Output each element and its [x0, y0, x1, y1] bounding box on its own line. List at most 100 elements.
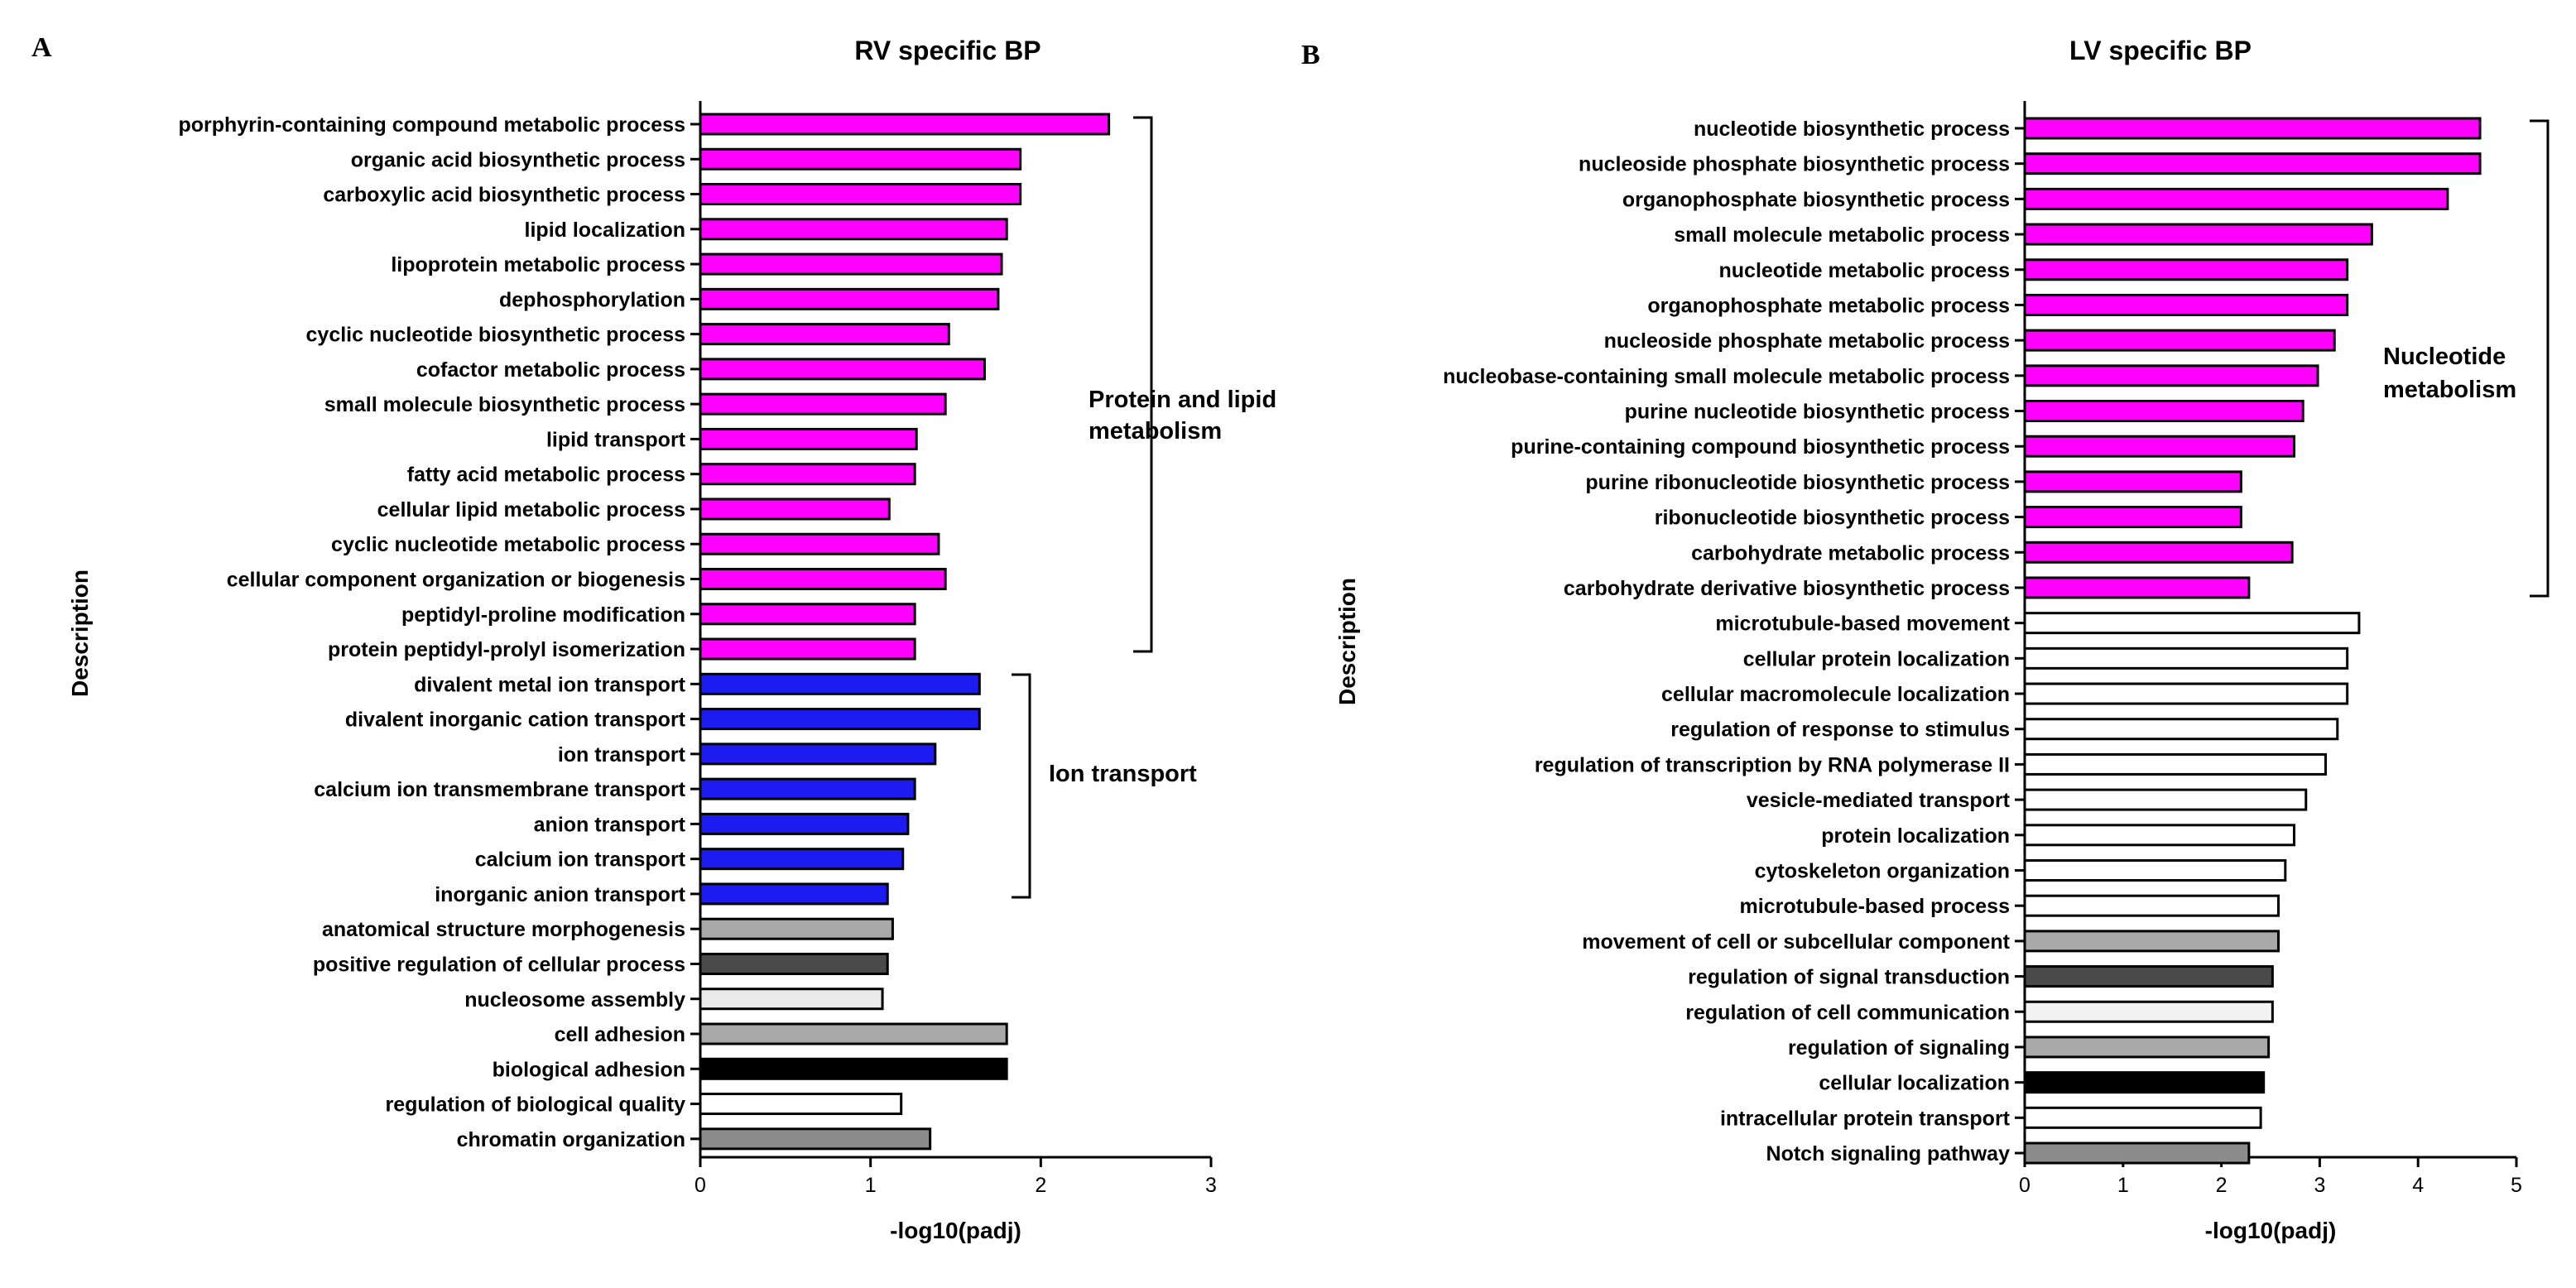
panel-a-category-label: ion transport [558, 743, 686, 767]
panel-a-bar [699, 1093, 903, 1116]
panel-b-x-label: -log10(padj) [2205, 1218, 2337, 1243]
panel-b-category-label: cytoskeleton organization [1755, 859, 2010, 882]
panel-b-category-label: purine ribonucleotide biosynthetic proce… [1585, 471, 2010, 494]
panel-b-category-label: small molecule metabolic process [1674, 223, 2010, 247]
panel-a-category-label: protein peptidyl-prolyl isomerization [328, 638, 685, 661]
panel-a-bar [699, 603, 916, 626]
panel-b-bar [2023, 258, 2349, 281]
panel-a-x-tick-label: 0 [694, 1174, 706, 1197]
panel-b-category-label: nucleoside phosphate metabolic process [1604, 329, 2010, 353]
panel-a-bar [699, 497, 891, 521]
panel-a-bar [699, 252, 1003, 276]
panel-a-category-label: cellular component organization or bioge… [227, 569, 685, 592]
panel-b-category-label: nucleotide metabolic process [1719, 259, 2011, 282]
panel-b-category-label: nucleoside phosphate biosynthetic proces… [1579, 153, 2010, 176]
panel-b-x-tick-label: 1 [2117, 1174, 2129, 1197]
panel-b-bar [2023, 930, 2280, 953]
panel-a-category-label: cyclic nucleotide metabolic process [331, 533, 685, 556]
panel-b-bar [2023, 965, 2274, 988]
panel-a-x-tick-label: 1 [865, 1174, 877, 1197]
panel-a-category-label: lipid transport [546, 428, 686, 451]
panel-a-x-tick-label: 3 [1205, 1174, 1217, 1197]
panel-a-category-label: dephosphorylation [499, 288, 685, 311]
panel-b-bar [2023, 1106, 2262, 1129]
panel-b-bracket [2530, 119, 2550, 598]
panel-a-category-label: biological adhesion [493, 1058, 685, 1081]
panel-a-bar [699, 427, 918, 450]
panel-b-category-label: vesicle-mediated transport [1747, 789, 2011, 812]
panel-a-bracket-label: Protein and lipid [1089, 387, 1276, 413]
panel-a-bar [699, 1057, 1008, 1080]
panel-b-bar [2023, 293, 2349, 316]
panel-b-category-label: cellular macromolecule localization [1661, 683, 2010, 706]
panel-a-category-label: anion transport [534, 813, 686, 836]
panel-b-bar [2023, 682, 2349, 705]
panel-b-bar [2023, 1036, 2271, 1059]
panel-a-bar [699, 952, 889, 975]
panel-a-category-label: small molecule biosynthetic process [324, 393, 685, 416]
panel-a-bar [699, 708, 981, 731]
panel-a-category-label: chromatin organization [457, 1128, 685, 1151]
panel-b-y-label: Description [1334, 578, 1360, 705]
panel-a-category-label: carboxylic acid biosynthetic process [323, 184, 685, 207]
panel-a-category-label: divalent inorganic cation transport [345, 709, 686, 732]
panel-a-bar [699, 532, 940, 555]
panel-b-category-label: nucleobase-containing small molecule met… [1443, 365, 2010, 388]
panel-a-category-label: calcium ion transport [475, 848, 686, 872]
panel-a-category-label: fatty acid metabolic process [407, 464, 685, 487]
panel-a-bar [699, 777, 916, 800]
panel-b-bar [2023, 187, 2449, 210]
panel-a-category-label: divalent metal ion transport [414, 673, 686, 696]
panel-b-category-label: organophosphate metabolic process [1647, 294, 2010, 317]
panel-b-category-label: microtubule-based process [1740, 895, 2010, 918]
panel-a-bar [699, 812, 910, 835]
panel-b-category-label: Notch signaling pathway [1766, 1142, 2011, 1165]
panel-b-bar [2023, 718, 2339, 741]
panel-b-category-label: microtubule-based movement [1715, 613, 2010, 636]
panel-b-category-label: ribonucleotide biosynthetic process [1655, 507, 2010, 530]
panel-a-bracket [1133, 116, 1153, 653]
panel-a-bar [699, 568, 947, 591]
panel-a-category-label: cellular lipid metabolic process [377, 498, 685, 521]
panel-b-bar [2023, 788, 2308, 811]
panel-a-category-label: regulation of biological quality [385, 1093, 685, 1117]
panel-a-category-label: cyclic nucleotide biosynthetic process [306, 324, 685, 347]
panel-b-category-label: cellular protein localization [1743, 647, 2010, 670]
panel-b-bar [2023, 752, 2328, 776]
panel-a-category-label: cell adhesion [555, 1023, 685, 1046]
panel-a-category-label: porphyrin-containing compound metabolic … [178, 113, 685, 137]
panel-b-bar [2023, 364, 2319, 387]
panel-b-bar [2023, 612, 2361, 635]
panel-a-category-label: anatomical structure morphogenesis [322, 918, 685, 941]
panel-a-bar [699, 917, 894, 940]
panel-a-bar [699, 672, 981, 695]
panel-a-y-label: Description [67, 570, 93, 697]
panel-b-x-tick-label: 4 [2412, 1174, 2424, 1197]
panel-b-x-tick-label: 2 [2216, 1174, 2228, 1197]
panel-b-category-label: cellular localization [1819, 1072, 2010, 1095]
panel-a-bar [699, 287, 1000, 310]
panel-a-category-label: calcium ion transmembrane transport [314, 778, 685, 801]
panel-a-bar [699, 358, 986, 381]
panel-a-bracket-label: Ion transport [1049, 761, 1197, 787]
panel-b-bar [2023, 646, 2349, 670]
panel-b-x-tick-label: 0 [2019, 1174, 2031, 1197]
panel-a-x-label: -log10(padj) [890, 1218, 1021, 1243]
panel-a-category-label: cofactor metabolic process [416, 358, 685, 382]
panel-b-bar [2023, 400, 2304, 423]
panel-b-bar [2023, 435, 2296, 458]
panel-b-bracket-label: metabolism [2383, 377, 2516, 403]
panel-b-title: LV specific BP [2069, 36, 2252, 65]
panel-b-category-label: purine nucleotide biosynthetic process [1625, 401, 2010, 424]
panel-a-category-label: lipoprotein metabolic process [391, 253, 685, 276]
panel-a-bar [699, 113, 1111, 136]
panel-a-category-label: peptidyl-proline modification [401, 603, 685, 627]
panel-a-letter: A [31, 32, 52, 63]
panel-b-bar [2023, 152, 2482, 175]
panel-b-category-label: regulation of transcription by RNA polym… [1535, 753, 2010, 776]
panel-a-category-label: organic acid biosynthetic process [351, 148, 685, 171]
panel-a-x-tick-label: 2 [1035, 1174, 1046, 1197]
panel-b-letter: B [1301, 40, 1320, 70]
panel-a-bar [699, 323, 950, 346]
